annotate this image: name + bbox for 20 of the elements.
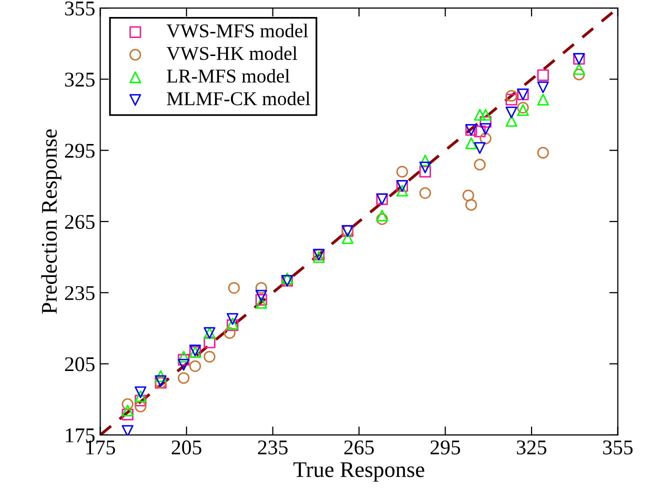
legend-label: LR-MFS model (166, 68, 290, 83)
y-tick-label: 325 (65, 72, 95, 87)
y-tick-label: 205 (65, 357, 95, 372)
legend-label: VWS-MFS model (166, 24, 308, 38)
x-tick-label: 295 (430, 440, 460, 454)
y-tick-label: 295 (65, 144, 95, 158)
y-tick-label: 235 (65, 286, 95, 300)
y-tick-label: 265 (65, 214, 95, 229)
y-tick-label: 175 (66, 428, 95, 442)
y-axis-title: Predection Response (41, 129, 62, 314)
x-tick-label: 355 (603, 440, 633, 454)
x-axis-title: True Response (293, 462, 424, 482)
x-tick-label: 265 (344, 440, 374, 454)
legend-label: MLMF-CK model (166, 92, 310, 106)
legend-label: VWS-HK model (166, 46, 298, 60)
x-tick-label: 175 (86, 440, 116, 454)
y-tick-label: 355 (65, 1, 95, 16)
x-tick-label: 235 (258, 440, 288, 454)
x-tick-label: 325 (516, 440, 546, 454)
x-tick-label: 205 (172, 440, 202, 454)
